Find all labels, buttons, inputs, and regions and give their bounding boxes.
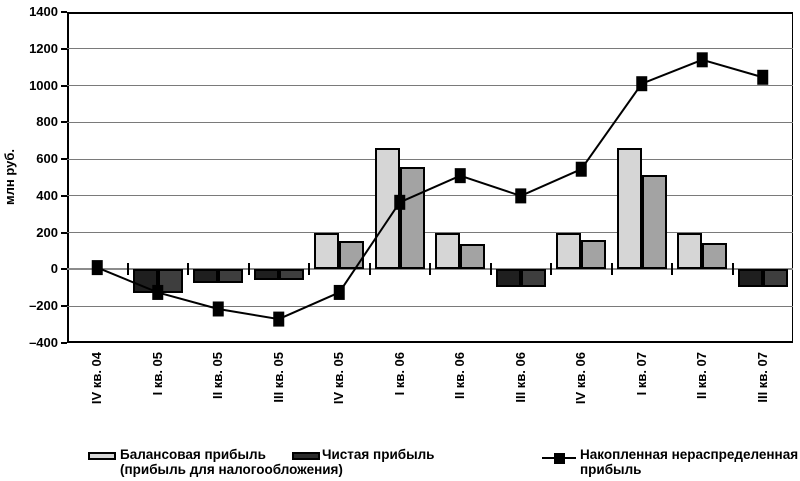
y-tick-label: –200 [29,298,58,314]
x-tick-label: IV кв. 04 [89,352,105,405]
x-tick-label: IV кв. 05 [331,352,347,405]
x-axis-tick [247,263,250,276]
bar-balance-profit [132,269,158,294]
y-tick-label: 1000 [29,77,58,93]
bar-balance-profit [253,269,279,281]
y-axis-tick [61,11,67,13]
x-tick-label: I кв. 05 [149,352,165,396]
bar-net-profit [218,269,244,284]
gridline-600 [67,158,793,160]
y-tick-label: 400 [36,187,58,203]
bar-balance-profit [193,269,219,284]
x-tick-label: II кв. 07 [694,352,710,400]
x-tick-label: II кв. 06 [452,352,468,400]
y-tick-label: 600 [36,151,58,167]
y-axis-tick [61,305,67,308]
plot-area-border [67,12,793,343]
bar-balance-profit [435,232,461,270]
x-axis-tick [610,263,613,276]
y-axis-tick [61,231,67,234]
bar-net-profit [520,269,546,287]
legend-label-accumulated-line2: прибыль [580,462,642,477]
bar-balance-profit [374,148,400,270]
x-tick-label: IV кв. 06 [573,352,589,405]
x-axis-tick [308,263,310,276]
bar-balance-profit [616,148,642,270]
bar-net-profit [278,269,304,281]
y-tick-label: 1200 [29,40,58,56]
bar-net-profit [581,240,607,270]
bar-net-profit [641,174,667,270]
x-tick-label: I кв. 07 [633,352,649,396]
gridline-1200 [67,48,793,50]
x-tick-label: III кв. 06 [512,352,528,403]
bar-balance-profit [314,232,340,270]
legend-swatch-net-profit [292,452,320,460]
x-axis-tick [187,263,189,276]
y-axis-tick [61,268,67,271]
x-tick-label: II кв. 05 [210,352,226,400]
x-axis-tick [126,263,129,276]
y-axis-tick [61,121,67,124]
bar-balance-profit [556,232,582,270]
bar-net-profit [460,243,486,270]
y-tick-label: 200 [36,224,58,240]
gridline-400 [67,195,793,197]
x-axis-tick [671,263,673,276]
y-axis-title: млн руб. [2,149,17,206]
bar-balance-profit [677,232,703,270]
y-axis-tick [61,342,67,344]
x-tick-label: III кв. 07 [754,352,770,403]
gridline-800 [67,121,793,123]
legend-line-marker-icon [542,450,576,466]
x-axis-tick [368,263,371,276]
legend-line-square-marker [554,453,565,464]
x-axis-tick [429,263,431,276]
legend-label-accumulated-profit: Накопленная нераспределенная прибыль [580,447,798,477]
bar-balance-profit [495,269,521,287]
y-tick-label: 0 [50,261,58,277]
y-tick-label: 800 [36,114,58,130]
y-axis-tick [61,158,67,161]
bar-net-profit [702,242,728,270]
legend-label-net-profit: Чистая прибыль [322,447,435,462]
y-axis-tick [61,194,67,197]
y-axis-tick [61,47,67,50]
legend-swatch-balance-profit [88,452,116,460]
legend-label-accumulated-line1: Накопленная нераспределенная [580,447,799,462]
x-axis-tick [489,263,492,276]
x-axis-tick [550,263,552,276]
x-tick-label: I кв. 06 [391,352,407,396]
legend-label-balance-line1: Балансовая прибыль [120,447,266,462]
x-axis-tick [731,263,734,276]
legend-label-balance-profit: Балансовая прибыль (прибыль для налогооб… [120,447,343,477]
gridline--200 [67,305,793,307]
y-tick-label: –400 [29,335,58,350]
gridline-1000 [67,85,793,87]
bar-balance-profit [737,269,763,287]
bar-net-profit [157,269,183,294]
bar-net-profit [339,240,365,270]
bar-net-profit [762,269,788,287]
legend-label-balance-line2: (прибыль для налогообложения) [120,462,343,477]
x-tick-label: III кв. 05 [270,352,286,403]
y-tick-label: 1400 [29,4,58,19]
bar-net-profit [399,167,425,270]
y-axis-tick [61,84,67,87]
chart-legend: Балансовая прибыль (прибыль для налогооб… [0,444,800,481]
